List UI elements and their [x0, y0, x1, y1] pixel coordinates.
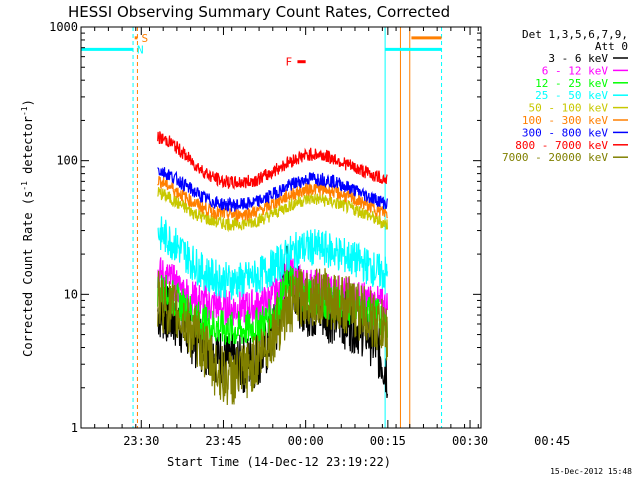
y-tick-label: 100 [56, 154, 78, 168]
y-axis-label: Corrected Count Rate (s-1 detector-1) [20, 99, 35, 357]
plot-frame [80, 26, 482, 429]
legend-label: 800 - 7000 keV [515, 139, 608, 152]
legend-label: 100 - 300 keV [522, 114, 608, 127]
legend-label: 25 - 50 keV [535, 89, 608, 102]
x-tick-label: 00:15 [370, 434, 406, 448]
series-line [157, 131, 388, 191]
y-axis-label-sup1: -1 [20, 181, 29, 191]
flag-label: N [137, 43, 144, 56]
legend-label: 3 - 6 keV [548, 52, 608, 65]
legend-label: 300 - 800 keV [522, 126, 608, 139]
x-tick-label: 23:30 [123, 434, 159, 448]
y-axis: 1 10 100 1000 [49, 20, 481, 435]
y-axis-label-b: detector [21, 116, 35, 181]
y-axis-label-sup2: -1 [20, 106, 29, 116]
series-line [157, 187, 388, 233]
y-tick-label: 1 [71, 421, 78, 435]
flag-label: F [285, 56, 292, 69]
y-tick-label: 1000 [49, 20, 78, 34]
series-line [157, 268, 388, 406]
legend-label: 12 - 25 keV [535, 77, 608, 90]
flag-label: S [141, 32, 148, 45]
series-line [157, 167, 388, 213]
x-tick-label: 00:00 [288, 434, 324, 448]
y-tick-label: 10 [64, 287, 78, 301]
legend-header-2: Att 0 [595, 40, 628, 53]
x-tick-label: 00:45 [534, 434, 570, 448]
chart-title: HESSI Observing Summary Count Rates, Cor… [68, 3, 450, 21]
legend-header-1: Det 1,3,5,6,7,9, [522, 28, 628, 41]
series-line [157, 175, 388, 223]
x-tick-label: 00:30 [452, 434, 488, 448]
y-axis-label-a: Corrected Count Rate (s [21, 191, 35, 357]
legend-label: 50 - 100 keV [529, 102, 609, 115]
legend-label: 6 - 12 keV [542, 64, 609, 77]
y-axis-label-c: ) [21, 99, 35, 106]
plot-series [157, 131, 388, 406]
x-axis-label: Start Time (14-Dec-12 23:19:22) [167, 455, 391, 469]
x-axis: 23:30 23:45 00:00 00:15 00:30 00:45 [80, 27, 570, 448]
timestamp: 15-Dec-2012 15:48 [550, 467, 632, 476]
plot-flags: SN F [81, 32, 442, 69]
x-tick-label: 23:45 [205, 434, 241, 448]
legend-label: 7000 - 20000 keV [502, 151, 608, 164]
series-line [157, 216, 388, 300]
